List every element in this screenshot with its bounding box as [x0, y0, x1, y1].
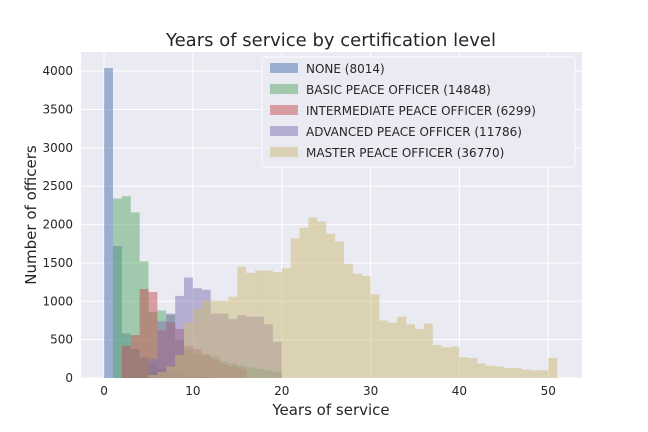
histogram-bar	[326, 233, 336, 378]
histogram-bar	[352, 273, 362, 378]
legend-box	[261, 56, 576, 168]
histogram-bar	[121, 196, 131, 378]
y-tick-labels: 0 500 1000 1500 2000 2500 3000 3500 4000	[42, 64, 73, 385]
histogram-bar	[388, 322, 398, 378]
histogram-bar	[361, 275, 371, 378]
x-tick-labels: 0 10 20 30 40 50	[100, 384, 556, 398]
histogram-bar	[335, 241, 344, 378]
histogram-bar	[512, 368, 522, 378]
x-tick-label: 40	[452, 384, 467, 398]
legend-swatch	[270, 126, 298, 136]
histogram-bar	[112, 198, 122, 378]
histogram-bar	[263, 270, 273, 378]
histogram-bar	[486, 365, 495, 378]
y-tick-label: 3000	[42, 141, 73, 155]
legend-swatch	[270, 63, 298, 73]
histogram-bar	[139, 289, 149, 378]
x-tick-label: 0	[100, 384, 108, 398]
x-tick-label: 50	[541, 384, 556, 398]
histogram-bar	[281, 268, 291, 378]
legend-label: ADVANCED PEACE OFFICER (11786)	[306, 125, 522, 139]
histogram-bar	[166, 313, 176, 378]
histogram-bar	[459, 357, 469, 378]
histogram-bar	[272, 272, 282, 378]
histogram-bar	[130, 335, 140, 378]
x-tick-label: 30	[363, 384, 378, 398]
x-tick-label: 10	[185, 384, 200, 398]
histogram-bar	[148, 292, 158, 378]
histogram-bar	[184, 322, 193, 378]
y-tick-label: 0	[65, 371, 73, 385]
legend-swatch	[270, 105, 298, 115]
histogram-bar	[130, 212, 140, 378]
histogram-bar	[148, 374, 158, 378]
histogram-bar	[521, 369, 531, 378]
histogram-bar	[219, 300, 229, 378]
legend-label: MASTER PEACE OFFICER (36770)	[306, 146, 504, 160]
histogram-bar	[166, 366, 176, 378]
histogram-bar	[121, 345, 131, 378]
histogram-bar	[423, 323, 433, 378]
histogram-bar	[477, 363, 487, 378]
histogram-bar	[237, 266, 247, 378]
histogram-bar	[175, 354, 185, 378]
x-axis-label: Years of service	[271, 401, 389, 419]
y-axis-label: Number of officers	[22, 145, 40, 285]
histogram-bar	[494, 366, 504, 378]
histogram-bar	[468, 358, 478, 378]
histogram-bar	[192, 308, 202, 378]
y-tick-label: 3500	[42, 103, 73, 117]
histogram-bar	[432, 345, 442, 378]
legend-swatch	[270, 147, 298, 157]
y-tick-label: 1000	[42, 294, 73, 308]
y-tick-label: 2500	[42, 179, 73, 193]
y-tick-label: 500	[50, 333, 73, 347]
histogram-bar	[228, 296, 238, 378]
series-5	[148, 217, 558, 378]
histogram-bar	[343, 263, 353, 378]
histogram-bar	[104, 68, 113, 378]
histogram-bar	[441, 347, 451, 378]
histogram-bars	[104, 68, 558, 378]
histogram-bar	[370, 294, 380, 378]
histogram-bar	[157, 321, 167, 378]
histogram-bar	[415, 328, 424, 378]
legend-label: INTERMEDIATE PEACE OFFICER (6299)	[306, 104, 536, 118]
legend: NONE (8014) BASIC PEACE OFFICER (14848) IN…	[261, 56, 576, 168]
histogram-bar	[503, 368, 513, 378]
histogram-bar	[175, 295, 185, 378]
histogram-bar	[246, 272, 256, 378]
histogram-bar	[317, 221, 327, 378]
histogram-bar	[530, 370, 540, 378]
legend-swatch	[270, 84, 298, 94]
histogram-bar	[148, 358, 158, 378]
histogram-bar	[406, 324, 415, 378]
histogram-bar	[201, 300, 211, 378]
histogram-bar	[539, 370, 549, 378]
legend-label: NONE (8014)	[306, 62, 385, 76]
histogram-bar	[450, 346, 460, 378]
y-tick-label: 1500	[42, 256, 73, 270]
chart-title: Years of service by certification level	[165, 30, 496, 51]
histogram-bar	[290, 238, 300, 378]
histogram-bar	[308, 217, 318, 378]
y-tick-label: 2000	[42, 218, 73, 232]
y-tick-label: 4000	[42, 64, 73, 78]
legend-label: BASIC PEACE OFFICER (14848)	[306, 83, 491, 97]
histogram-bar	[255, 270, 264, 378]
histogram-bar	[157, 371, 167, 378]
histogram-bar	[397, 316, 407, 378]
histogram-bar	[210, 300, 220, 378]
x-tick-label: 20	[274, 384, 289, 398]
histogram-bar	[379, 320, 389, 378]
histogram-bar	[299, 227, 309, 378]
histogram-bar	[548, 358, 558, 378]
